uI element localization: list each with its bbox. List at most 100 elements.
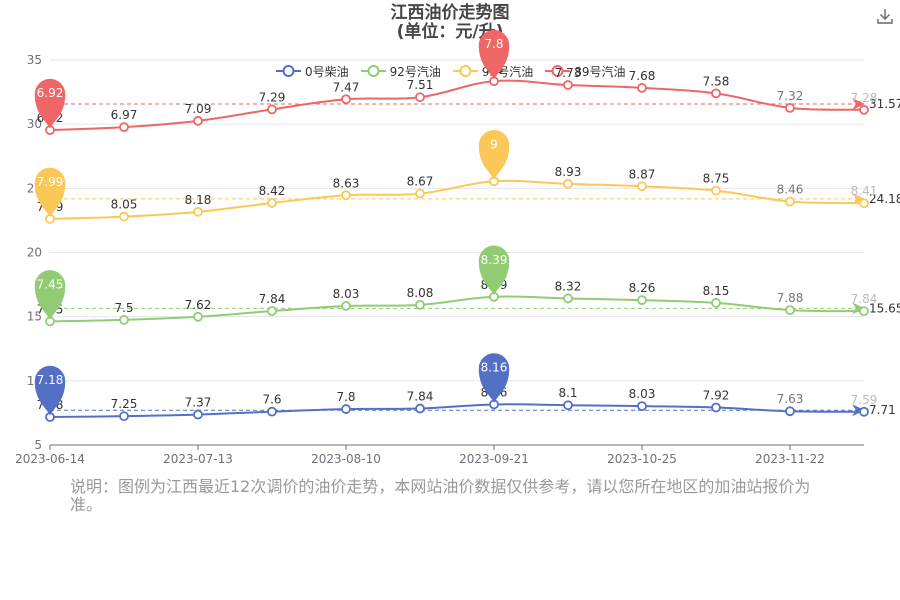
y-tick-label: 15 xyxy=(27,310,42,324)
data-point xyxy=(341,94,351,105)
y-tick-label: 5 xyxy=(34,438,42,452)
data-point xyxy=(341,301,351,311)
max-marker-pin xyxy=(478,353,510,404)
data-point xyxy=(563,400,573,411)
data-label: 8.87 xyxy=(629,167,656,181)
data-point xyxy=(267,306,277,316)
chart-note: 说明：图例为江西最近12次调价的油价走势，本网站油价数据仅供参考，请以您所在地区… xyxy=(70,477,811,514)
data-label: 8.41 xyxy=(851,184,878,198)
y-tick-label: 30 xyxy=(27,117,42,131)
data-label: 7.8 xyxy=(336,390,355,404)
legend-item-gasoline-89[interactable]: 89号汽油 xyxy=(545,62,625,80)
data-label: 8.75 xyxy=(703,172,730,186)
data-point xyxy=(193,206,203,217)
data-label: 8.46 xyxy=(777,183,804,197)
legend-item-gasoline-92[interactable]: 92号汽油 xyxy=(360,62,441,80)
data-point xyxy=(267,104,277,115)
download-icon[interactable] xyxy=(875,6,897,26)
min-marker-label: 6.92 xyxy=(37,86,64,100)
data-point xyxy=(711,402,721,413)
data-label: 7.47 xyxy=(333,80,360,94)
data-point xyxy=(785,102,795,113)
average-label: 15.65 xyxy=(869,301,900,315)
min-marker-label: 7.45 xyxy=(37,277,64,291)
average-arrow-icon xyxy=(852,98,865,111)
max-marker-pin xyxy=(478,30,510,80)
data-label: 8.32 xyxy=(555,279,582,293)
data-point xyxy=(785,305,795,316)
data-point xyxy=(711,298,721,308)
data-label: 8.03 xyxy=(629,387,656,401)
data-label: 8.67 xyxy=(407,175,434,189)
legend-marker-icon xyxy=(276,65,301,77)
x-tick-label: 2023-08-10 xyxy=(311,452,381,466)
data-point xyxy=(267,406,277,417)
data-label: 8.08 xyxy=(407,286,434,300)
y-tick-label: 20 xyxy=(27,246,42,260)
data-label: 7.84 xyxy=(259,292,286,306)
min-marker-label: 7.18 xyxy=(37,373,64,387)
series-line xyxy=(49,79,865,132)
max-marker-label: 8.16 xyxy=(481,360,508,374)
data-point xyxy=(193,409,203,420)
chart-subtitle: (单位：元/升) xyxy=(396,22,504,42)
average-label: 24.18 xyxy=(869,192,900,206)
data-label: 7.51 xyxy=(407,78,434,92)
data-label: 8.1 xyxy=(558,386,577,400)
chart-title: 江西油价走势图 xyxy=(390,3,510,23)
data-label: 7.58 xyxy=(703,74,730,88)
data-label: 8.18 xyxy=(185,193,212,207)
data-label: 7.5 xyxy=(114,301,133,315)
data-point xyxy=(563,293,573,304)
max-marker-label: 8.39 xyxy=(481,253,508,267)
legend-marker-icon xyxy=(452,65,478,77)
data-point xyxy=(341,190,351,201)
x-tick-label: 2023-07-13 xyxy=(163,452,233,466)
data-label: 7.59 xyxy=(851,393,878,407)
data-point xyxy=(119,211,129,222)
legend-marker-icon xyxy=(545,65,571,77)
data-point xyxy=(637,295,647,306)
data-label: 7.29 xyxy=(259,90,286,104)
max-marker-label: 7.8 xyxy=(484,37,503,51)
data-label: 7.68 xyxy=(629,69,656,83)
data-point xyxy=(785,196,795,207)
data-point xyxy=(563,178,573,189)
data-point xyxy=(415,299,425,310)
legend-marker-icon xyxy=(360,65,386,77)
data-label: 8.42 xyxy=(259,184,286,198)
data-point xyxy=(267,198,277,208)
series-line xyxy=(49,295,865,323)
min-marker-pin xyxy=(34,167,66,218)
data-label: 8.63 xyxy=(333,176,360,190)
series-line xyxy=(49,403,865,419)
data-point xyxy=(859,406,869,417)
data-label: 7.32 xyxy=(777,89,804,103)
x-tick-label: 2023-06-14 xyxy=(15,452,85,466)
data-label: 7.88 xyxy=(777,291,804,305)
data-label: 7.6 xyxy=(262,393,281,407)
legend-label: 0号柴油 xyxy=(305,64,349,79)
data-label: 7.84 xyxy=(407,390,434,404)
data-point xyxy=(637,82,647,93)
min-marker-pin xyxy=(34,365,66,416)
max-marker-pin xyxy=(478,245,510,296)
data-label: 8.03 xyxy=(333,287,360,301)
data-point xyxy=(859,306,869,317)
data-point xyxy=(193,311,203,322)
data-point xyxy=(415,92,425,103)
x-tick-label: 2023-10-25 xyxy=(607,452,677,466)
legend-item-diesel-0[interactable]: 0号柴油 xyxy=(276,62,349,80)
data-label: 7.84 xyxy=(851,292,878,306)
x-tick-label: 2023-11-22 xyxy=(755,452,825,466)
data-label: 7.28 xyxy=(851,91,878,105)
data-point xyxy=(119,122,129,133)
data-label: 6.97 xyxy=(111,108,138,122)
data-point xyxy=(637,401,647,412)
min-marker-pin xyxy=(34,78,66,129)
data-point xyxy=(711,88,721,99)
data-label: 7.25 xyxy=(111,397,138,411)
data-label: 7.73 xyxy=(555,66,582,80)
data-point xyxy=(859,198,869,209)
